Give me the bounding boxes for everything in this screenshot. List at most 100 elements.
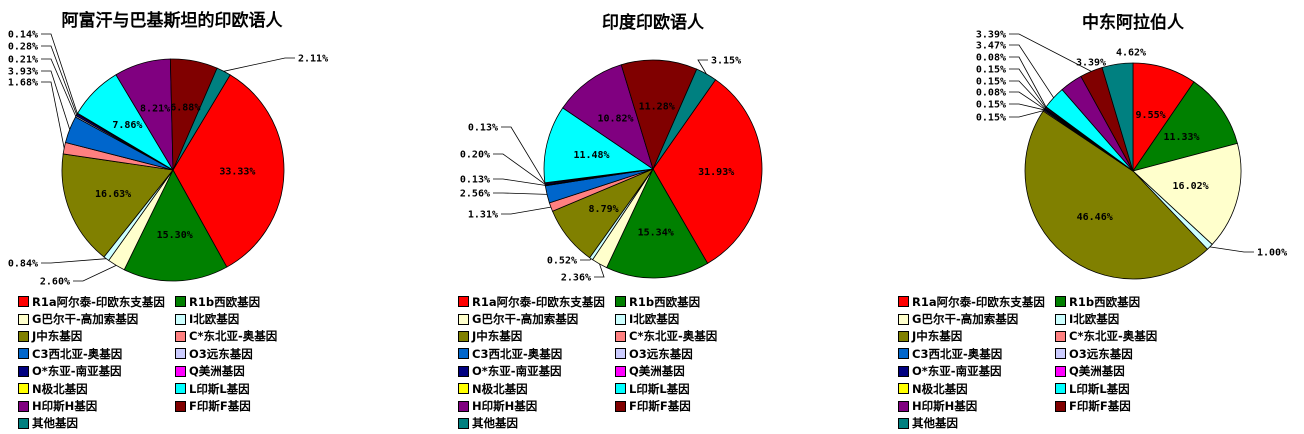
slice-label: 0.21% <box>8 55 38 66</box>
pie-slice <box>1024 110 1208 280</box>
slices <box>61 58 285 282</box>
chart-afghan-pakistan: 阿富汗与巴基斯坦的印欧语人 33.33% 15.30% 2.60% 0.84% 16.6… <box>0 0 420 434</box>
chart-india: 印度印欧语人 31.93% 15.34% 2.36% 0.52% 8.79% 1.31% 2… <box>440 0 860 434</box>
pie-slice <box>1101 62 1134 172</box>
legend-label: R1a阿尔泰-印欧东支基因 <box>912 294 1045 309</box>
legend-label: I北欧基因 <box>1069 312 1120 327</box>
leader-line <box>501 206 551 215</box>
legend-item: R1b西欧基因 <box>1055 293 1195 310</box>
slice-label: 31.93% <box>698 167 734 178</box>
legend-swatch <box>615 383 626 395</box>
legend: R1a阿尔泰-印欧东支基因 R1b西欧基因 G巴尔干-高加索基因 I北欧基因 J中东基因… <box>458 293 758 432</box>
slice-label: 1.68% <box>8 78 38 89</box>
legend-swatch <box>175 296 186 308</box>
legend-swatch <box>18 330 29 342</box>
legend-label: H印斯H基因 <box>912 399 978 414</box>
legend-swatch <box>458 330 469 342</box>
slice-label: 2.56% <box>460 189 490 200</box>
legend-item: L印斯L基因 <box>1055 380 1195 397</box>
legend-swatch <box>898 383 909 395</box>
legend-swatch <box>458 296 469 308</box>
slice-label: 10.82% <box>597 114 633 125</box>
legend-label: O3远东基因 <box>1069 346 1133 361</box>
leader-line <box>594 263 605 278</box>
legend-label: H印斯H基因 <box>32 399 98 414</box>
legend-item: N极北基因 <box>18 380 175 397</box>
pie-slice <box>172 74 285 268</box>
legend-item: J中东基因 <box>898 328 1055 345</box>
slice-label: 0.15% <box>976 65 1006 76</box>
slice-label: 9.55% <box>1136 110 1166 121</box>
legend-item: I北欧基因 <box>175 310 315 327</box>
leader-line <box>1009 56 1047 108</box>
legend-label: C*东北亚-奥基因 <box>1069 329 1158 344</box>
slice-label: 0.08% <box>976 88 1006 99</box>
legend-swatch <box>175 313 186 325</box>
leader-line <box>1009 33 1092 72</box>
legend-label: C*东北亚-奥基因 <box>189 329 278 344</box>
legend-swatch <box>615 296 626 308</box>
slice-label: 8.21% <box>140 104 170 115</box>
legend: R1a阿尔泰-印欧东支基因 R1b西欧基因 G巴尔干-高加索基因 I北欧基因 J中东基因… <box>18 293 318 432</box>
leader-line <box>41 258 107 264</box>
legend-label: C3西北亚-奥基因 <box>912 346 1003 361</box>
slice-label: 15.30% <box>157 230 193 241</box>
slice-labels: 9.55%11.33%16.02%1.00%46.46%0.15%0.15%0.… <box>976 30 1287 259</box>
leader-line <box>1209 246 1254 253</box>
slice-label: 0.15% <box>976 113 1006 124</box>
legend-swatch <box>175 383 186 395</box>
legend-label: F印斯F基因 <box>629 399 691 414</box>
legend-label: Q美洲基因 <box>189 364 245 379</box>
slice-label: 11.48% <box>573 150 609 161</box>
legend-label: G巴尔干-高加索基因 <box>32 312 139 327</box>
pie-svg: 印度印欧语人 31.93% 15.34% 2.36% 0.52% 8.79% 1.31% 2… <box>460 12 763 284</box>
leader-line <box>41 33 78 114</box>
slice-label: 3.47% <box>976 41 1006 52</box>
legend-item: R1b西欧基因 <box>615 293 755 310</box>
legend-item: Q美洲基因 <box>615 363 755 380</box>
slice-label: 16.63% <box>95 189 131 200</box>
legend-label: I北欧基因 <box>189 312 240 327</box>
pie-svg: 阿富汗与巴基斯坦的印欧语人 33.33% 15.30% 2.60%0.84% 16.6… <box>8 10 328 288</box>
slice-label: 4.62% <box>1116 48 1146 59</box>
legend-swatch <box>1055 296 1066 308</box>
pie-slice <box>123 169 228 282</box>
slice-label: 2.11% <box>298 54 328 65</box>
legend-label: C*东北亚-奥基因 <box>629 329 718 344</box>
slice-label: 33.33% <box>219 167 255 178</box>
legend-item: H印斯H基因 <box>18 397 175 414</box>
legend-item: C3西北亚-奥基因 <box>458 345 615 362</box>
slice-label: 11.33% <box>1163 132 1199 143</box>
legend-label: J中东基因 <box>472 329 523 344</box>
legend-item: O3远东基因 <box>615 345 755 362</box>
legend: R1a阿尔泰-印欧东支基因 R1b西欧基因 G巴尔干-高加索基因 I北欧基因 J中东基因… <box>898 293 1198 432</box>
chart-title: 印度印欧语人 <box>602 12 705 33</box>
leader-line <box>1009 91 1045 110</box>
leader-line <box>1009 80 1046 109</box>
slice-label: 0.20% <box>460 150 490 161</box>
pie-slice <box>61 153 174 258</box>
legend-swatch <box>18 400 29 412</box>
slice-label: 3.39% <box>1076 58 1106 69</box>
pie-slice <box>1132 142 1242 246</box>
pie-slice <box>562 64 654 170</box>
slice-label: 8.79% <box>589 204 619 215</box>
leader-line <box>1009 110 1044 118</box>
legend-label: L印斯L基因 <box>189 381 250 396</box>
slice-label: 3.39% <box>976 30 1006 41</box>
legend-item: J中东基因 <box>458 328 615 345</box>
legend-swatch <box>615 348 626 360</box>
legend-swatch <box>175 365 186 377</box>
legend-item: H印斯H基因 <box>898 397 1055 414</box>
leader-line <box>493 153 546 185</box>
legend-item: J中东基因 <box>18 328 175 345</box>
legend-item: G巴尔干-高加索基因 <box>898 310 1055 327</box>
slice-label: 1.31% <box>468 210 498 221</box>
legend-swatch <box>1055 313 1066 325</box>
legend-item: C*东北亚-奥基因 <box>615 328 755 345</box>
legend-item: N极北基因 <box>458 380 615 397</box>
legend-swatch <box>18 417 29 429</box>
legend-label: R1a阿尔泰-印欧东支基因 <box>32 294 165 309</box>
leader-line <box>1009 44 1054 98</box>
legend-swatch <box>18 383 29 395</box>
